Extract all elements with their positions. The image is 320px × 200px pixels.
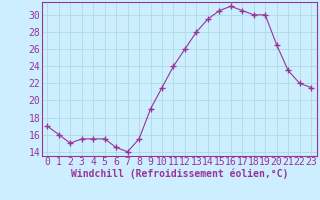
X-axis label: Windchill (Refroidissement éolien,°C): Windchill (Refroidissement éolien,°C) — [70, 169, 288, 179]
